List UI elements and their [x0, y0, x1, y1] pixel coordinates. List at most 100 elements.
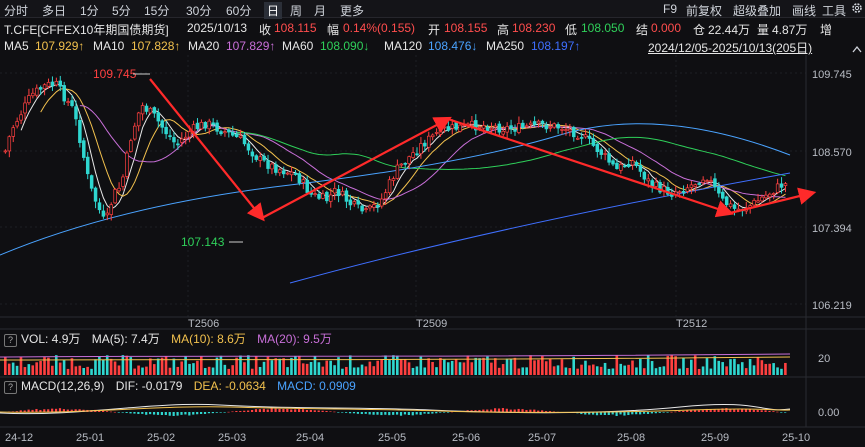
volume-bar — [709, 368, 713, 375]
candle-body — [501, 130, 505, 135]
kline-chart-area[interactable]: 109.745 108.570 107.394 106.219 109.745 … — [0, 55, 865, 447]
volume-bar — [592, 364, 595, 375]
macd-bar — [321, 410, 324, 412]
volume-bar — [399, 359, 403, 375]
candle-body — [701, 179, 705, 183]
volume-bar — [325, 360, 329, 375]
candle-body — [317, 193, 321, 199]
volume-bar — [207, 366, 211, 375]
volume-bar — [321, 366, 325, 375]
contract-label-t2509: T2509 — [416, 318, 447, 330]
macd-bar — [721, 408, 724, 412]
macd-bar — [43, 409, 46, 412]
macd-bar — [396, 412, 399, 415]
volume-bar — [454, 359, 458, 375]
volume-bar — [525, 367, 528, 375]
candle-body — [532, 121, 537, 125]
volume-bar — [572, 356, 575, 375]
volume-bar — [227, 368, 231, 375]
period-tab-day[interactable]: 日 — [264, 2, 283, 19]
candle-body — [489, 127, 494, 131]
volume-bar — [137, 365, 140, 375]
period-tab-more[interactable]: 更多 — [340, 4, 365, 18]
macd-bar — [364, 412, 367, 414]
candle-body — [140, 105, 145, 115]
overlay-button[interactable]: 超级叠加 — [733, 4, 782, 18]
macd-axis-label: 0.00 — [818, 407, 839, 419]
drawing-button[interactable]: 画线 — [792, 4, 817, 18]
period-tab-60min[interactable]: 60分 — [226, 4, 252, 18]
candle-body — [238, 135, 243, 138]
macd-bar — [137, 412, 140, 415]
price-tick-2: 108.570 — [812, 147, 852, 159]
candle-body — [689, 184, 694, 188]
volume-bar — [776, 367, 779, 375]
period-tab-week[interactable]: 周 — [290, 4, 303, 18]
period-tab-fenshi[interactable]: 分时 — [4, 4, 29, 18]
volume-bar — [760, 360, 764, 375]
macd-bar — [62, 409, 65, 412]
candle-body — [654, 181, 658, 187]
candle-body — [348, 199, 353, 206]
volume-bar — [517, 368, 521, 375]
candle-body — [470, 120, 474, 125]
ma-line — [20, 83, 786, 210]
macd-bar — [113, 411, 116, 413]
candle-body — [513, 129, 517, 132]
candle-body — [560, 129, 564, 131]
candle-body — [46, 82, 51, 87]
ma10-label: MA10 — [93, 39, 125, 53]
macd-bar — [666, 412, 669, 413]
oi-value: 22.44万 — [708, 23, 751, 37]
volume-help-icon[interactable]: ? — [4, 334, 17, 347]
period-tab-5min[interactable]: 5分 — [112, 4, 131, 18]
candle-body — [528, 122, 533, 125]
volume-bar — [270, 360, 274, 375]
volume-bar — [729, 359, 732, 375]
macd-help-icon[interactable]: ? — [4, 381, 17, 394]
macd-bar — [341, 412, 344, 413]
vol-ma-line — [0, 356, 791, 361]
macd-bar — [490, 409, 493, 412]
macd-bar — [196, 412, 199, 415]
period-tab-duori[interactable]: 多日 — [42, 4, 67, 18]
settings-gear-icon[interactable] — [851, 1, 863, 18]
collapse-icon[interactable] — [852, 42, 862, 56]
candle-body — [368, 205, 372, 209]
volume-bar — [497, 367, 501, 375]
macd-bar — [19, 410, 22, 412]
volume-bar — [141, 367, 144, 375]
candle-body — [246, 143, 251, 151]
candle-body — [403, 162, 407, 165]
period-tab-15min[interactable]: 15分 — [144, 4, 170, 18]
contract-label-t2512: T2512 — [676, 318, 707, 330]
candle-body — [250, 151, 255, 157]
volume-bar — [341, 368, 344, 375]
date-range[interactable]: 2024/12/05-2025/10/13(205日) — [648, 41, 813, 55]
price-tick-3: 107.394 — [812, 223, 852, 235]
tools-button[interactable]: 工具 — [822, 4, 847, 18]
macd-bar — [662, 412, 665, 413]
macd-bars — [0, 403, 791, 416]
candle-body — [325, 191, 329, 202]
volume-bar — [564, 367, 568, 375]
candle-body — [199, 121, 204, 130]
macd-bar — [619, 412, 622, 415]
candle-body — [258, 156, 262, 161]
candle-body — [717, 186, 721, 194]
macd-bar — [497, 408, 501, 412]
candle-body — [450, 124, 455, 129]
candle-body — [364, 208, 368, 210]
period-tab-30min[interactable]: 30分 — [186, 4, 212, 18]
period-tab-month[interactable]: 月 — [314, 4, 327, 18]
volume-bar — [478, 358, 481, 375]
volume-bar — [262, 361, 266, 375]
volume-bar — [686, 367, 689, 375]
adjust-button[interactable]: 前复权 — [686, 4, 723, 18]
candle-body — [144, 105, 149, 112]
period-tab-1min[interactable]: 1分 — [80, 4, 99, 18]
volume-label: 量 — [757, 23, 770, 37]
f9-button[interactable]: F9 — [663, 2, 678, 16]
macd-bar — [129, 412, 132, 414]
candle-body — [379, 198, 384, 207]
